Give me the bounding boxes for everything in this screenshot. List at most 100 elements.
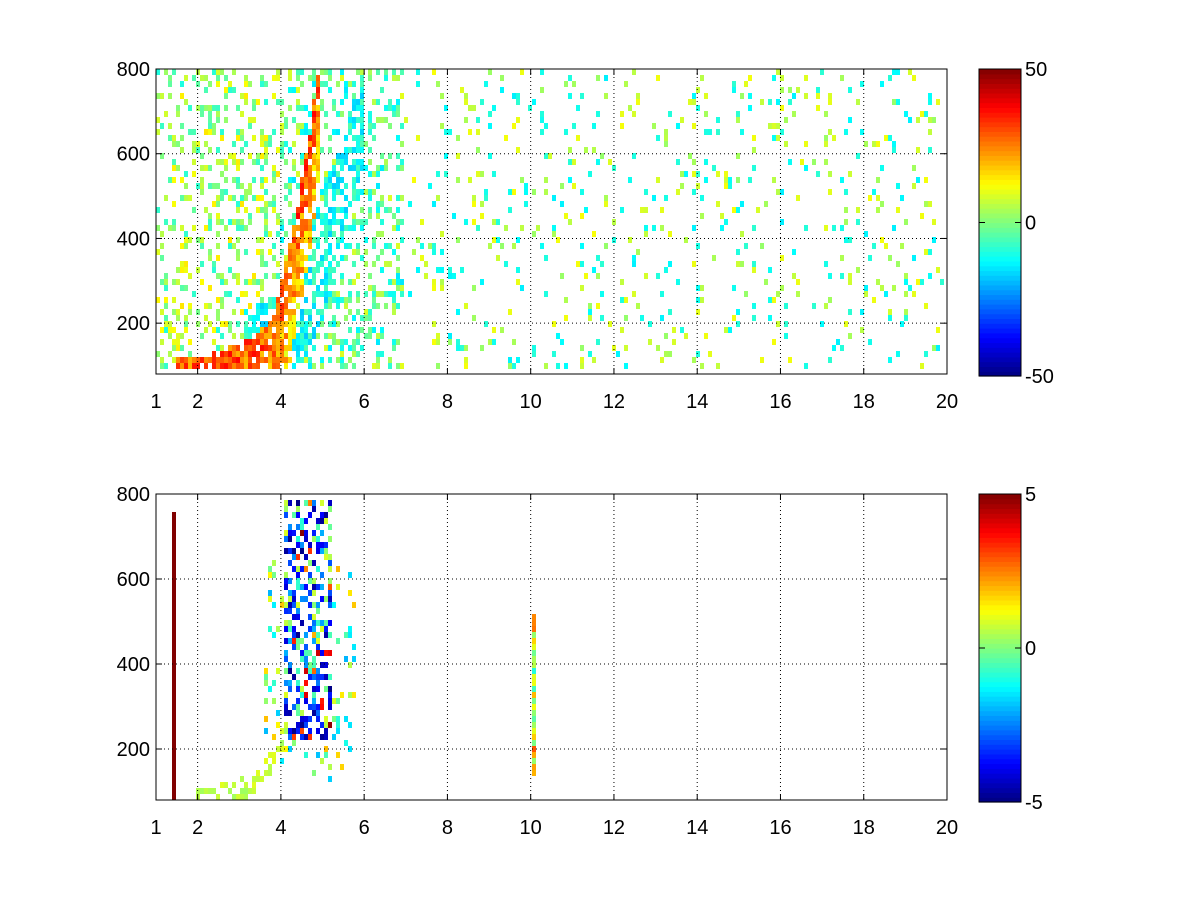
heatmap-cell [464,219,468,225]
heatmap-cell [324,554,328,560]
heatmap-cell [188,351,192,357]
heatmap-cell [280,141,284,147]
heatmap-cell [752,303,756,309]
heatmap-cell [724,177,728,183]
heatmap-cell [312,363,316,369]
heatmap-cell [300,596,304,602]
heatmap-cell [232,219,236,225]
heatmap-cell [172,746,176,752]
heatmap-cell [372,189,376,195]
colorbar-segment [979,188,1021,195]
heatmap-cell [332,159,336,165]
heatmap-cell [200,243,204,249]
heatmap-cell [252,345,256,351]
heatmap-cell [384,291,388,297]
heatmap-cell [204,129,208,135]
heatmap-cell [740,261,744,267]
colorbar-segment [979,203,1021,209]
heatmap-cell [388,261,392,267]
y-tick-label: 600 [117,144,150,166]
heatmap-cell [180,303,184,309]
heatmap-cell [156,207,160,213]
heatmap-cell [308,668,312,674]
heatmap-cell [336,584,340,590]
heatmap-cell [172,632,176,638]
heatmap-cell [316,716,320,722]
heatmap-cell [352,213,356,219]
heatmap-cell [324,81,328,87]
heatmap-cell [236,207,240,213]
heatmap-cell [156,225,160,231]
heatmap-cell [888,357,892,363]
x-tick-label: 2 [192,817,203,839]
heatmap-cell [236,345,240,351]
heatmap-cell [480,171,484,177]
heatmap-cell [288,87,292,93]
heatmap-cell [292,596,296,602]
heatmap-cell [288,255,292,261]
heatmap-cell [548,153,552,159]
heatmap-cell [168,327,172,333]
heatmap-cell [384,165,388,171]
heatmap-cell [228,363,232,369]
heatmap-cell [360,99,364,105]
colorbar-tick-label: 5 [1025,484,1036,506]
heatmap-cell [552,351,556,357]
heatmap-cell [264,141,268,147]
heatmap-cell [520,225,524,231]
heatmap-cell [300,321,304,327]
heatmap-cell [316,153,320,159]
heatmap-cell [464,117,468,123]
heatmap-cell [228,327,232,333]
heatmap-cell [312,213,316,219]
heatmap-cell [880,237,884,243]
heatmap-cell [308,339,312,345]
heatmap-cell [304,159,308,165]
heatmap-cell [840,177,844,183]
heatmap-cell [208,788,212,794]
heatmap-cell [876,195,880,201]
colorbar-segment [979,337,1021,344]
heatmap-cell [312,195,316,201]
heatmap-cell [296,704,300,710]
heatmap-cell [160,255,164,261]
colorbar-segment [979,270,1021,276]
heatmap-cell [340,219,344,225]
heatmap-cell [392,105,396,111]
heatmap-cell [320,147,324,153]
heatmap-cell [276,231,280,237]
heatmap-cell [280,740,284,746]
heatmap-cell [348,201,352,207]
heatmap-cell [216,111,220,117]
heatmap-cell [532,746,536,752]
heatmap-cell [312,165,316,171]
heatmap-cell [244,333,248,339]
heatmap-cell [788,99,792,105]
heatmap-cell [308,153,312,159]
heatmap-cell [848,117,852,123]
heatmap-cell [908,117,912,123]
heatmap-cell [200,788,204,794]
heatmap-cell [904,279,908,285]
heatmap-cell [244,345,248,351]
heatmap-cell [316,87,320,93]
heatmap-cell [324,686,328,692]
heatmap-cell [884,243,888,249]
heatmap-cell [724,183,728,189]
heatmap-cell [380,195,384,201]
heatmap-cell [532,668,536,674]
heatmap-cell [172,776,176,782]
heatmap-cell [296,351,300,357]
heatmap-cell [284,261,288,267]
colorbar-segment [979,275,1021,281]
heatmap-cell [400,363,404,369]
heatmap-cell [388,153,392,159]
heatmap-cell [580,93,584,99]
heatmap-cell [316,207,320,213]
heatmap-cell [184,267,188,273]
heatmap-cell [920,213,924,219]
heatmap-cell [192,129,196,135]
heatmap-cell [280,357,284,363]
heatmap-cell [604,243,608,249]
